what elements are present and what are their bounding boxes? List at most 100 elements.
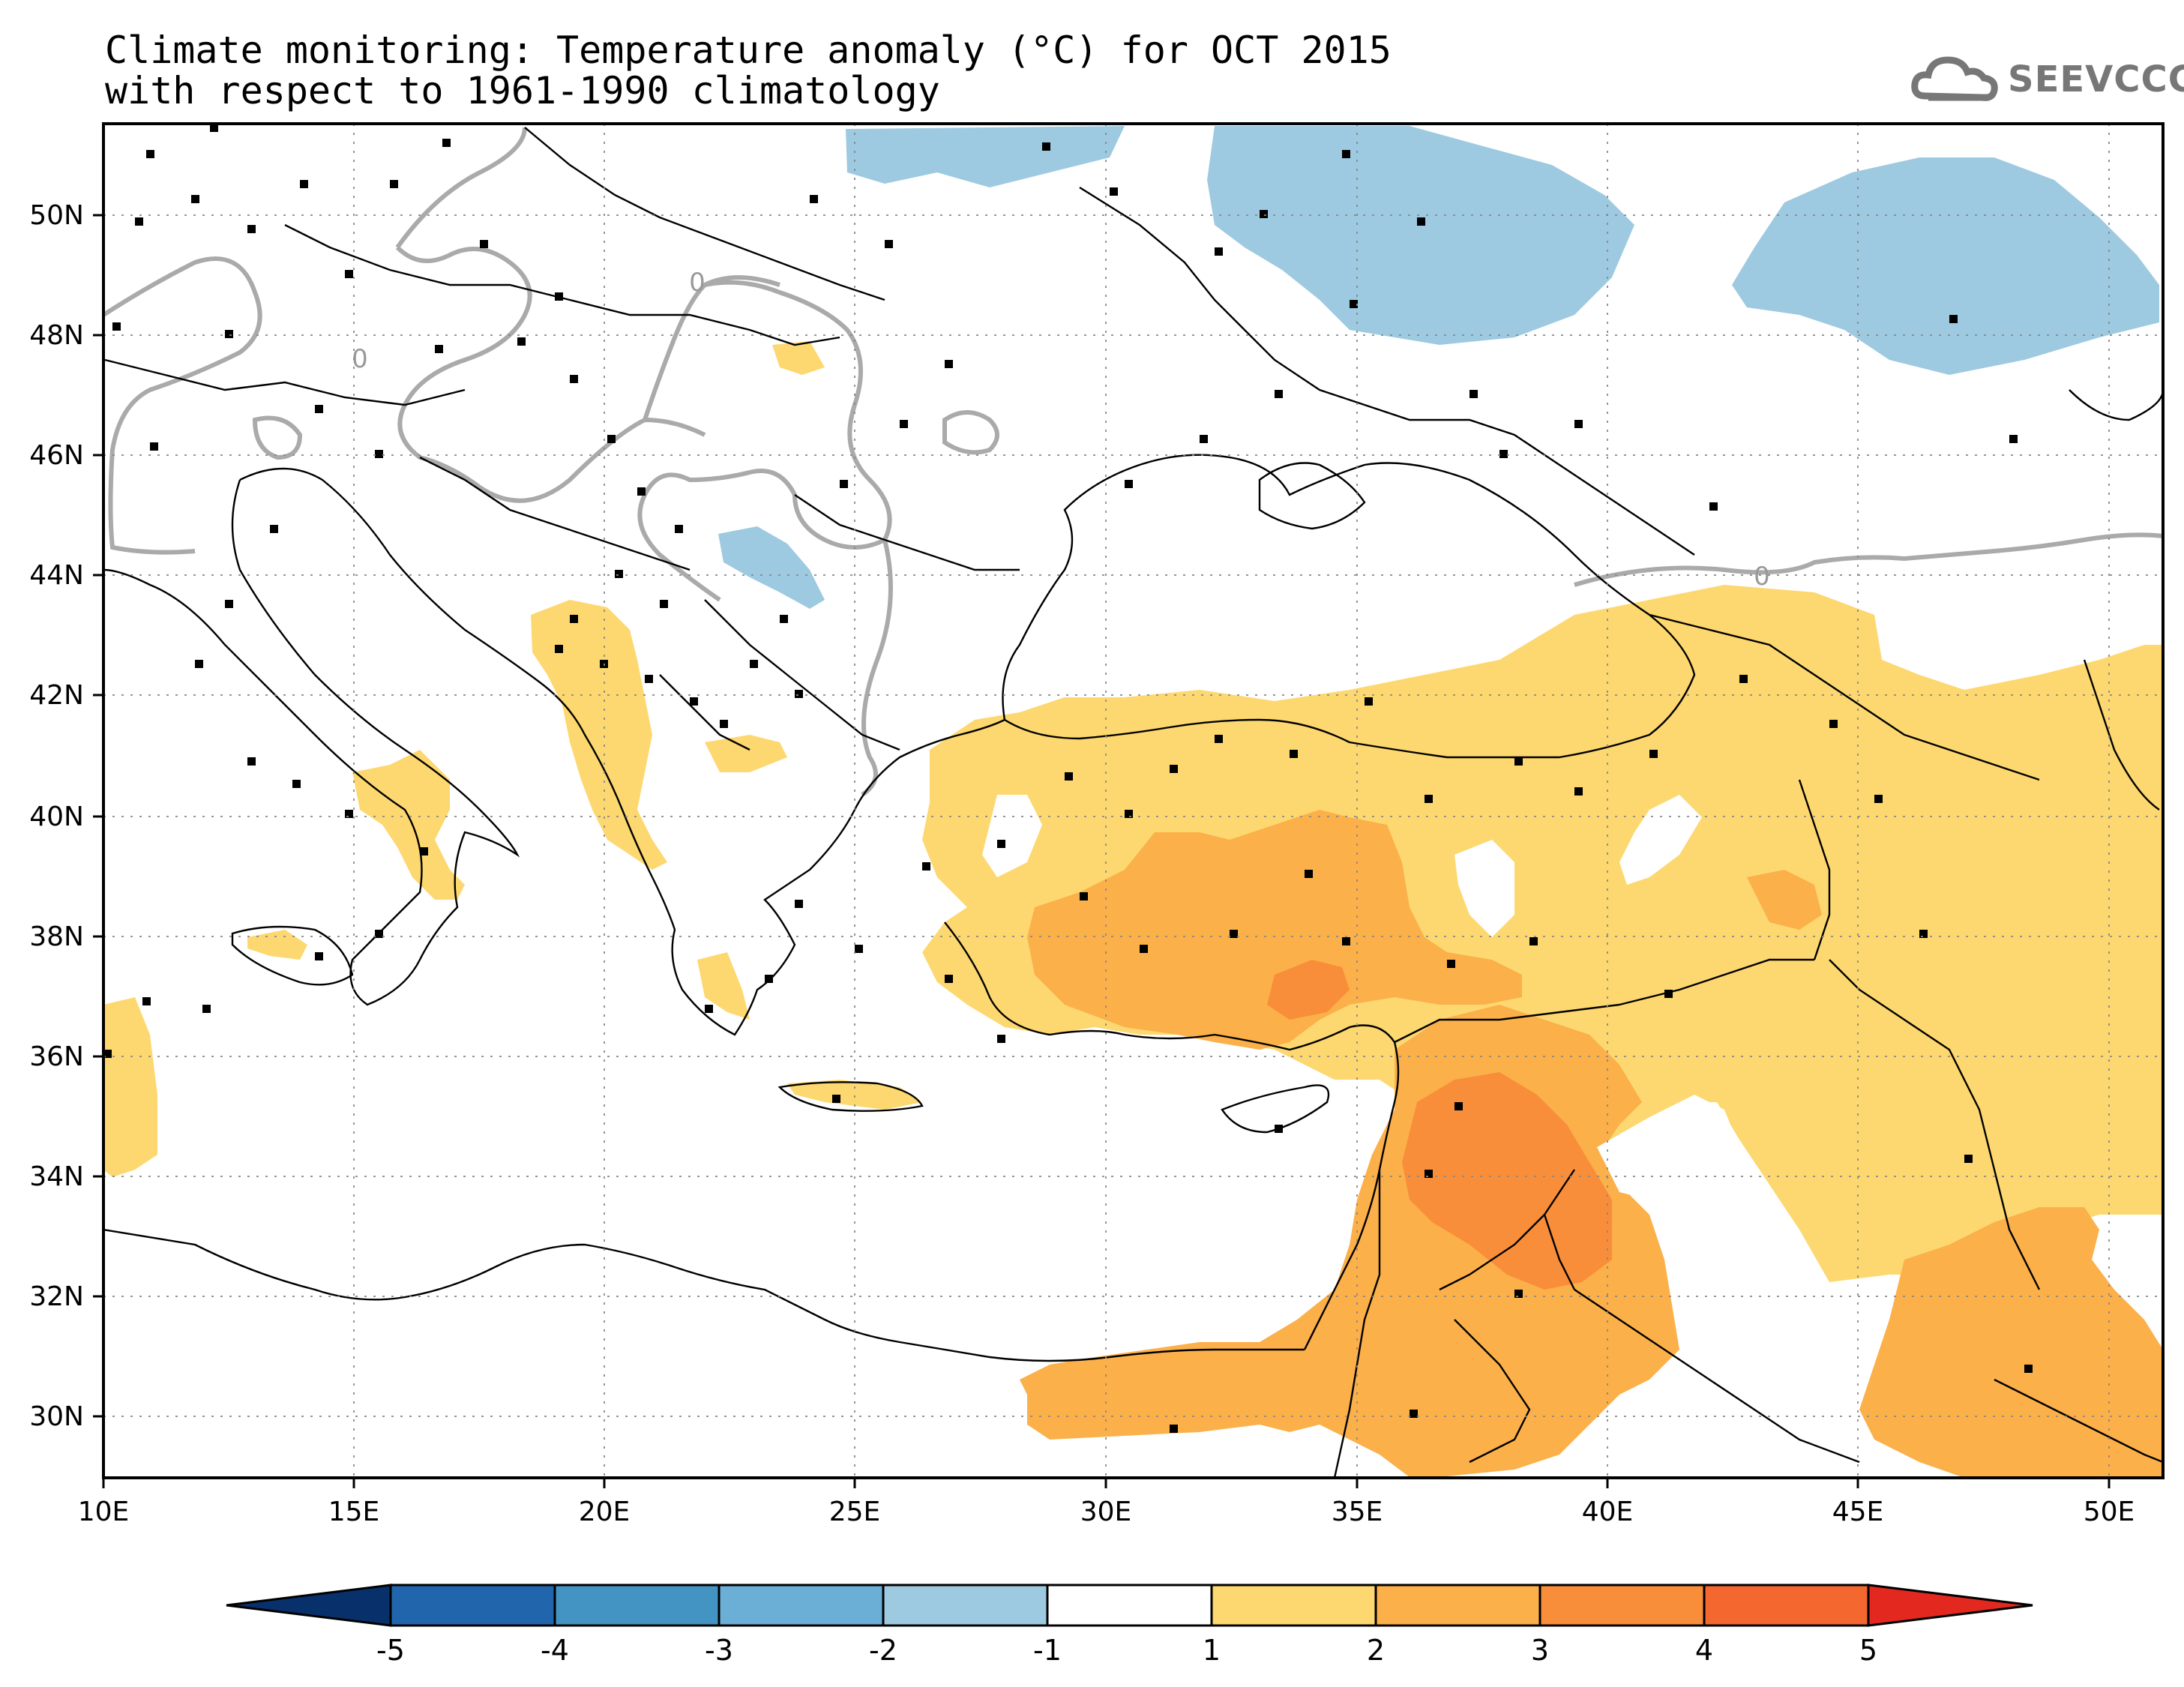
lon-label-15e: 15E [328,1497,380,1527]
colorbar-segment-0 [226,1584,392,1627]
neutral-patch-east-turkey-1 [1455,840,1514,937]
lat-label-50n: 50N [29,200,84,231]
contour-label-2: 0 [689,268,706,298]
colorbar-segment-3 [718,1584,885,1627]
lat-label-48n: 48N [29,320,84,351]
chart-title-line-1: Climate monitoring: Temperature anomaly … [105,28,1392,72]
colorbar-segment-6 [1210,1584,1377,1627]
warm1-anomaly-balkans [531,600,667,870]
zero-contour-alps [395,127,527,249]
axis-ticks [93,214,2111,1488]
lon-label-10e: 10E [78,1497,130,1527]
lon-label-35e: 35E [1332,1497,1383,1527]
lat-label-44n: 44N [29,560,84,591]
warm3-anomaly-south-anatolia [1267,960,1350,1020]
zero-contour-hungary [643,275,780,421]
zero-contour-west [103,256,262,555]
sicily-coast [231,925,354,986]
warm1-anomaly-bulgaria [705,735,787,772]
lon-label-45e: 45E [1832,1497,1884,1527]
zero-contour-moldova [942,410,999,455]
colorbar-segment-8 [1538,1584,1706,1627]
weather-stations [103,124,2033,1433]
zero-contour-caucasus [1574,532,2163,587]
lat-label-34n: 34N [29,1161,84,1192]
adriatic-coast [239,467,654,878]
colorbar-segment-5 [1046,1584,1213,1627]
longitude-labels: 10E 15E 20E 25E 30E 35E 40E 45E 50E [78,1497,2135,1527]
levant-coast [1303,1041,1400,1350]
lat-label-42n: 42N [29,680,84,711]
chart-title-line-2: with respect to 1961-1990 climatology [105,69,940,112]
zero-contour-croatia [252,415,303,460]
logo-text: SEEVCCC [2008,58,2184,100]
lon-label-20e: 20E [579,1497,631,1527]
seevccc-logo: SEEVCCC [1910,49,2184,109]
coastlines-and-borders [103,127,2163,1478]
cold-anomaly-russia-east [1732,157,2159,375]
warm2-anomaly-georgia [1747,870,1822,930]
lon-label-40e: 40E [1582,1497,1634,1527]
colorbar [226,1584,2033,1627]
colorbar-label-7: 3 [1531,1634,1549,1667]
neutral-patch-northwest-turkey [982,795,1042,877]
black-sea-coast [1002,454,1696,759]
lat-label-38n: 38N [29,921,84,952]
cold-anomaly-serbia [718,526,825,609]
lat-label-32n: 32N [29,1281,84,1312]
zero-contour-wallachia [861,539,893,797]
colorbar-segment-1 [389,1584,556,1627]
lon-label-25e: 25E [829,1497,881,1527]
colorbar-label-0: -5 [376,1634,405,1667]
lon-label-50e: 50E [2084,1497,2135,1527]
colorbar-label-4: -1 [1033,1634,1062,1667]
zero-contours [103,127,2163,797]
warm3-anomaly-syria [1402,1072,1612,1290]
colorbar-label-8: 4 [1695,1634,1713,1667]
middle-east-borders [1333,958,1860,1478]
map-frame [102,122,2165,1479]
crete-coast [777,1081,924,1112]
contour-label-1: 0 [352,344,368,374]
colorbar-segment-10 [1867,1584,2033,1627]
warm1-anomaly-sardinia-sicily [247,930,307,960]
cold-anomaly-north-ukraine [846,126,1125,187]
colorbar-label-5: 1 [1203,1634,1221,1667]
contour-label-3: 0 [1754,562,1770,592]
crimea-coast [1258,462,1366,530]
lat-label-40n: 40N [29,802,84,832]
colorbar-segment-9 [1703,1584,1870,1627]
lat-label-30n: 30N [29,1401,84,1432]
gridlines [103,124,2163,1478]
warm1-anomaly-tunisia [103,997,157,1177]
warm2-anomaly-anatolia [1027,810,1522,1050]
colorbar-label-9: 5 [1859,1634,1877,1667]
neutral-patch-east-turkey-2 [1619,795,1702,885]
italy-coast [103,479,520,1006]
turkey-south-coast [944,921,1395,1051]
greece-coast [651,718,1005,1036]
colorbar-segment-7 [1374,1584,1541,1627]
africa-north-coast [103,1228,1305,1362]
colorbar-label-6: 2 [1367,1634,1385,1667]
neutral-patch-iraq [1597,1095,1739,1200]
colorbar-segment-2 [553,1584,721,1627]
cloud-icon [1911,56,1998,101]
caucasus-borders [1649,613,2041,1290]
colorbar-label-1: -4 [541,1634,569,1667]
neutral-patch-iran [2099,1215,2163,1290]
map-fields: 0 0 0 [103,124,2163,1478]
cold-anomaly-russia-west [1207,126,1634,345]
colorbar-label-3: -2 [869,1634,897,1667]
lat-label-46n: 46N [29,440,84,471]
cyprus-coast [1221,1084,1330,1134]
warm2-anomaly-iran-gulf [1859,1207,2163,1478]
persian-gulf-coast [1994,1378,2163,1464]
latitude-labels: 50N 48N 46N 44N 42N 40N 38N 36N 34N 32N … [29,200,84,1432]
colorbar-label-2: -3 [705,1634,733,1667]
caspian-coast [2069,389,2163,811]
central-europe-borders [104,127,1695,751]
warm1-anomaly-crete [787,1080,922,1110]
warm1-anomaly-turkey-middle-east [922,585,2163,1282]
